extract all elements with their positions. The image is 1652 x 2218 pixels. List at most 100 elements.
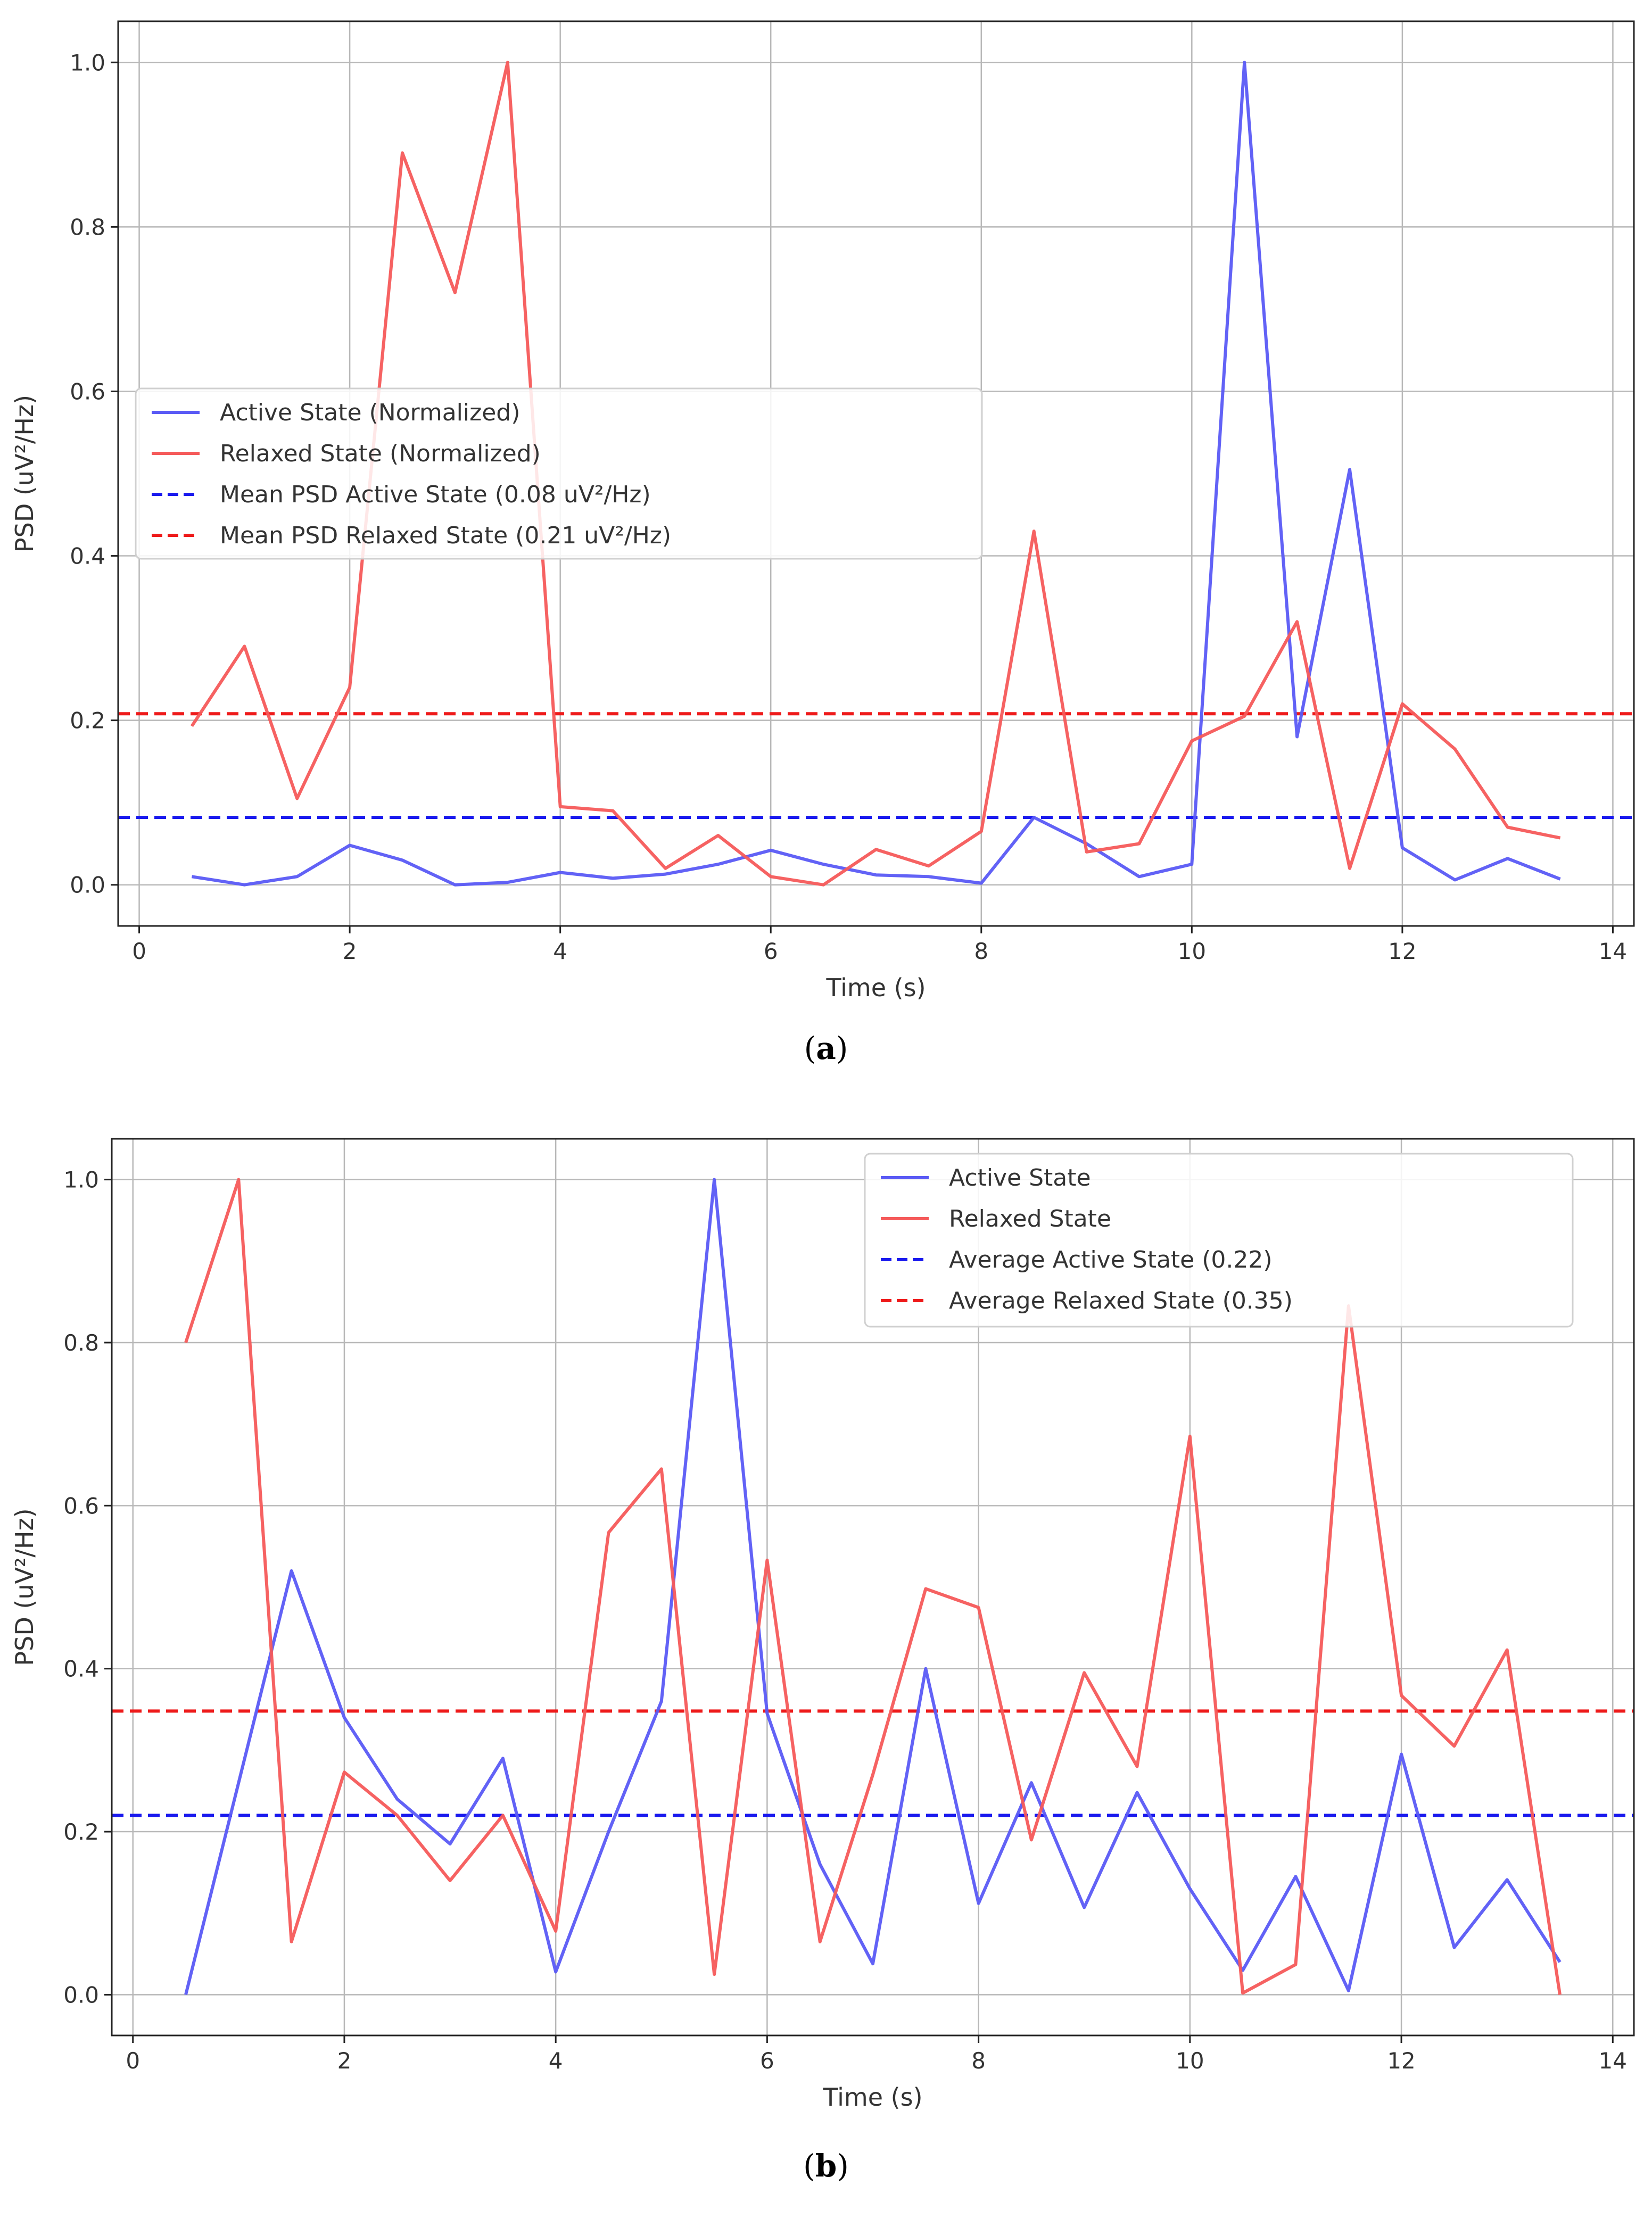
x-tick-label: 8 [971, 2048, 986, 2074]
caption-letter: a [816, 1030, 836, 1066]
caption-letter: b [815, 2148, 837, 2184]
caption-paren-open: ( [804, 1030, 816, 1066]
data-point [769, 848, 773, 853]
legend-label: Relaxed State (Normalized) [220, 440, 541, 467]
data-point [1293, 1874, 1298, 1878]
x-tick-label: 0 [132, 938, 146, 964]
data-point [1506, 825, 1510, 830]
data-point [1295, 735, 1299, 739]
data-point [395, 1797, 399, 1801]
data-point [1558, 836, 1563, 840]
data-point [821, 883, 825, 887]
data-point [501, 1813, 505, 1817]
data-point [189, 874, 194, 879]
data-point [1029, 1838, 1034, 1842]
data-point [979, 829, 984, 833]
data-point [977, 1605, 981, 1610]
y-axis-label: PSD (uV²/Hz) [10, 395, 39, 552]
x-tick-label: 14 [1599, 938, 1627, 964]
x-tick-label: 2 [343, 938, 357, 964]
data-point [1506, 856, 1510, 860]
x-tick-label: 10 [1178, 938, 1206, 964]
data-point [295, 796, 299, 800]
data-point [1293, 1963, 1298, 1967]
panel-caption: (b) [803, 2148, 849, 2184]
data-point [1348, 467, 1352, 471]
y-tick-label: 0.6 [70, 378, 105, 404]
panel-caption: (a) [804, 1030, 848, 1066]
data-point [1295, 619, 1299, 624]
data-point [611, 876, 615, 880]
x-tick-label: 12 [1388, 938, 1416, 964]
series-line-1 [184, 1178, 1562, 1995]
data-point [1399, 1752, 1403, 1757]
data-point [1242, 714, 1246, 718]
data-point [1190, 862, 1194, 866]
data-point [558, 871, 563, 875]
data-point [1452, 1946, 1456, 1950]
legend-label: Mean PSD Active State (0.08 uV²/Hz) [220, 481, 651, 508]
x-axis-label: Time (s) [825, 973, 926, 1002]
y-tick-label: 0.8 [70, 214, 105, 240]
data-point [1082, 1670, 1086, 1675]
data-point [977, 1901, 981, 1906]
data-point [1241, 1991, 1245, 1995]
y-tick-label: 0.0 [63, 1982, 99, 2008]
data-point [769, 874, 773, 879]
chart-panel-b: 0 2 4 6 8 10 12 14 0.0 0.2 0.4 0.6 0.8 1.0 Time (s) PSD… [10, 1138, 1635, 2184]
legend-label: Average Active State (0.22) [949, 1246, 1273, 1273]
data-point [1452, 1744, 1456, 1748]
data-point [242, 644, 246, 649]
x-axis-label: Time (s) [822, 2083, 922, 2112]
data-point [501, 1756, 505, 1760]
data-point [818, 1862, 822, 1866]
data-point [1190, 739, 1194, 743]
legend-label: Relaxed State [949, 1205, 1111, 1232]
data-point [1453, 747, 1457, 751]
legend-label: Mean PSD Relaxed State (0.21 uV²/Hz) [220, 522, 671, 549]
legend-label: Active State [949, 1164, 1091, 1191]
data-point [871, 1773, 875, 1777]
data-point [1032, 815, 1036, 820]
data-point [1137, 841, 1141, 846]
x-tick-label: 4 [553, 938, 567, 964]
data-point [1135, 1791, 1139, 1795]
y-tick-label: 0.4 [70, 543, 105, 569]
data-point [395, 1813, 399, 1817]
y-tick-label: 1.0 [63, 1167, 99, 1193]
data-point [295, 874, 299, 879]
series-line-1 [190, 61, 1561, 887]
data-point [236, 1178, 241, 1182]
chart-panel-a: 0 2 4 6 8 10 12 14 0.0 0.2 0.4 0.6 0.8 1.0 Time (s) PSD… [10, 20, 1635, 1066]
data-point [659, 1699, 664, 1703]
data-point [1347, 1989, 1351, 1993]
caption-paren-close: ) [837, 2148, 849, 2184]
data-point [818, 1940, 822, 1944]
data-point [923, 1667, 928, 1671]
data-point [765, 1558, 769, 1562]
y-axis-label: PSD (uV²/Hz) [10, 1508, 39, 1666]
caption-paren-open: ( [803, 2148, 815, 2184]
data-point [716, 862, 720, 866]
data-point [1135, 1765, 1139, 1769]
legend-label: Active State (Normalized) [220, 399, 520, 426]
data-point [1242, 60, 1246, 64]
series-line-0 [184, 1178, 1562, 1996]
data-point [236, 1781, 241, 1785]
data-point [448, 1842, 452, 1846]
data-point [923, 1587, 928, 1591]
data-point [765, 1711, 769, 1716]
data-point [189, 724, 194, 728]
data-point [242, 883, 246, 887]
x-tick-label: 8 [974, 938, 988, 964]
data-point [1505, 1877, 1509, 1882]
data-point [448, 1878, 452, 1883]
y-tick-label: 0.8 [63, 1330, 99, 1356]
data-point [348, 843, 352, 848]
data-point [871, 1962, 875, 1966]
data-point [290, 1940, 294, 1944]
data-point [453, 291, 457, 295]
x-tick-label: 14 [1599, 2048, 1627, 2074]
data-point [1085, 850, 1089, 854]
